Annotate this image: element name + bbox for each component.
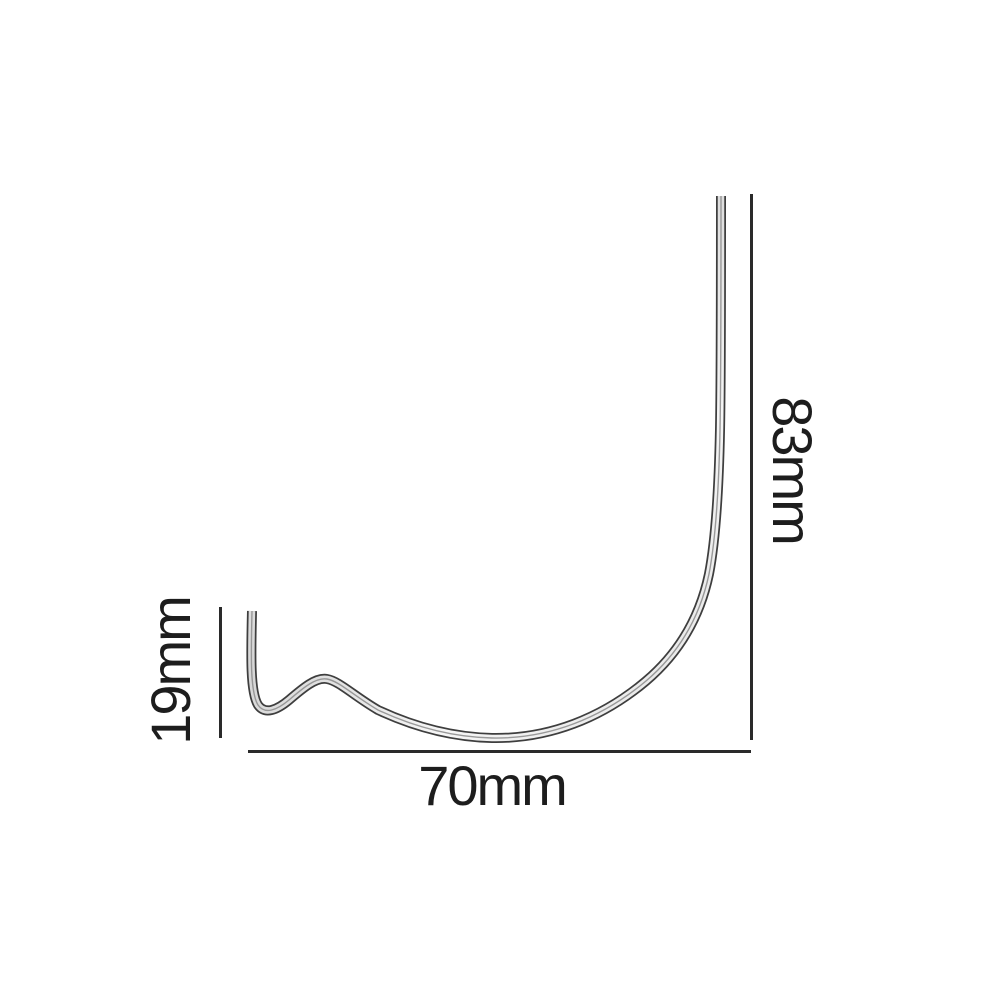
wire-outline bbox=[246, 195, 726, 744]
height-dimension-label: 83mm bbox=[761, 396, 824, 544]
height-dimension-line bbox=[750, 194, 753, 740]
width-dimension-line bbox=[248, 750, 751, 753]
hook-height-dimension-label: 19mm bbox=[139, 597, 202, 745]
wire-seam bbox=[250, 195, 722, 739]
wire-body bbox=[248, 195, 725, 742]
hook-height-dimension-line bbox=[219, 607, 222, 738]
width-dimension-label: 70mm bbox=[418, 754, 568, 817]
